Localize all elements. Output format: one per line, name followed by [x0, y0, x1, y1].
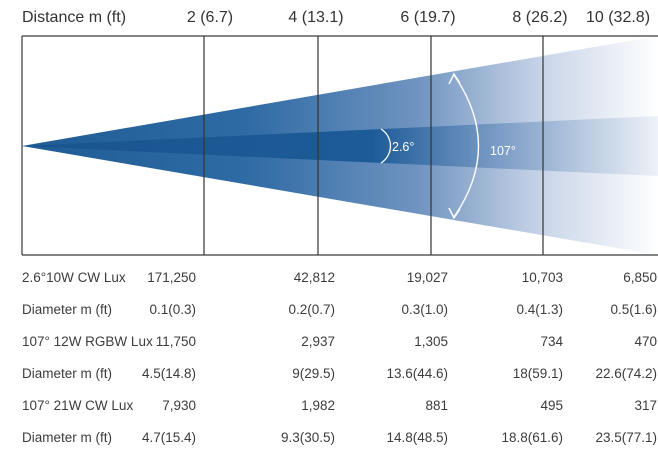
table-cell: 19,027 — [406, 270, 448, 285]
row-label: 107° 12W RGBW Lux — [22, 334, 153, 349]
table-cell: 495 — [540, 398, 563, 413]
table-row: Diameter m (ft) 4.5(14.8) 9(29.5) 13.6(44.6… — [0, 358, 658, 390]
distance-header: Distance m (ft) 2 (6.7) 4 (13.1) 6 (19.7… — [0, 0, 658, 36]
table-cell: 0.5(1.6) — [610, 302, 657, 317]
table-cell: 0.4(1.3) — [516, 302, 563, 317]
row-label: 107° 21W CW Lux — [22, 398, 134, 413]
table-cell: 4.5(14.8) — [141, 366, 196, 381]
table-cell: 0.2(0.7) — [288, 302, 335, 317]
wide-angle-label: 107° — [490, 144, 516, 158]
table-cell: 9.3(30.5) — [280, 430, 335, 445]
table-cell: 470 — [634, 334, 657, 349]
table-cell: 881 — [425, 398, 448, 413]
photometric-table: 2.6°10W CW Lux 171,250 42,812 19,027 10,703 6… — [0, 262, 658, 454]
row-label: Diameter m (ft) — [22, 366, 113, 381]
row-label: Diameter m (ft) — [22, 302, 113, 317]
table-cell: 18.8(61.6) — [501, 430, 563, 445]
row-label: Diameter m (ft) — [22, 430, 113, 445]
distance-tick-8m: 8 (26.2) — [512, 9, 568, 26]
distance-tick-10m: 10 (32.8) — [585, 9, 651, 26]
table-cell: 2,937 — [301, 334, 335, 349]
table-cell: 9(29.5) — [292, 366, 335, 381]
table-cell: 22.6(74.2) — [595, 366, 657, 381]
distance-header-title: Distance m (ft) — [22, 9, 127, 26]
table-cell: 7,930 — [162, 398, 196, 413]
narrow-angle-label: 2.6° — [392, 140, 414, 154]
table-cell: 4.7(15.4) — [141, 430, 196, 445]
table-cell: 13.6(44.6) — [386, 366, 448, 381]
distance-tick-4m: 4 (13.1) — [288, 9, 344, 26]
wide-angle-arrow-top — [448, 72, 461, 85]
table-cell: 734 — [540, 334, 563, 349]
table-cell: 6,850 — [623, 270, 657, 285]
table-cell: 11,750 — [155, 334, 196, 349]
table-row: 2.6°10W CW Lux 171,250 42,812 19,027 10,703 6… — [0, 262, 658, 294]
table-cell: 10,703 — [521, 270, 563, 285]
table-cell: 1,982 — [301, 398, 335, 413]
distance-tick-2m: 2 (6.7) — [186, 9, 234, 26]
narrow-angle-arc — [380, 128, 392, 164]
table-cell: 317 — [634, 398, 657, 413]
table-cell: 1,305 — [414, 334, 448, 349]
table-cell: 0.3(1.0) — [401, 302, 448, 317]
table-row: 107° 12W RGBW Lux 11,750 2,937 1,305 734 470 — [0, 326, 658, 358]
table-cell: 14.8(48.5) — [386, 430, 448, 445]
table-cell: 0.1(0.3) — [149, 302, 196, 317]
table-row: 107° 21W CW Lux 7,930 1,982 881 495 317 — [0, 390, 658, 422]
table-cell: 18(59.1) — [512, 366, 563, 381]
distance-tick-6m: 6 (19.7) — [400, 9, 456, 26]
wide-angle-arrow-bottom — [448, 207, 461, 220]
table-cell: 42,812 — [293, 270, 335, 285]
table-row: Diameter m (ft) 4.7(15.4) 9.3(30.5) 14.8(48… — [0, 422, 658, 454]
table-row: Diameter m (ft) 0.1(0.3) 0.2(0.7) 0.3(1.0) 0… — [0, 294, 658, 326]
table-cell: 23.5(77.1) — [595, 430, 657, 445]
narrow-beam-cone — [22, 116, 658, 176]
table-cell: 171,250 — [147, 270, 196, 285]
wide-angle-arc — [453, 74, 480, 218]
row-label: 2.6°10W CW Lux — [22, 270, 126, 285]
beam-angle-diagram: 2.6° 107° — [21, 35, 658, 256]
